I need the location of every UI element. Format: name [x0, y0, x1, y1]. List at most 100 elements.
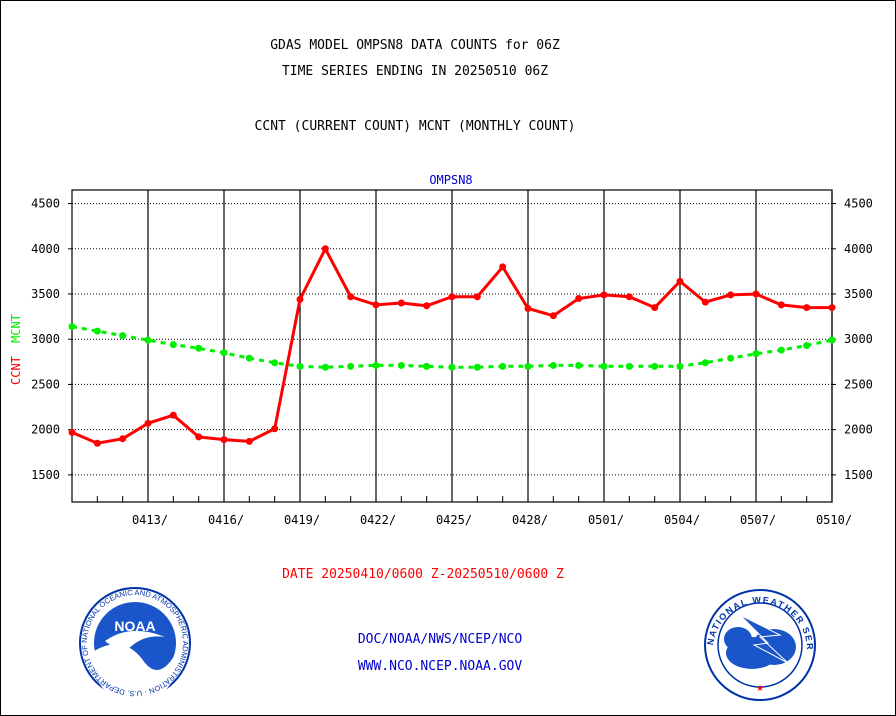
plot-area — [71, 189, 833, 503]
data-point-mcnt — [423, 362, 431, 370]
y-tick-label-right: 2500 — [844, 377, 873, 391]
star-icon: ★ — [756, 683, 764, 693]
y-tick-label-left: 2500 — [31, 377, 60, 391]
data-point-ccnt — [144, 419, 152, 427]
y-tick-label-right: 3500 — [844, 287, 873, 301]
data-point-mcnt — [93, 327, 101, 335]
chart-subtitle: CCNT (CURRENT COUNT) MCNT (MONTHLY COUNT… — [254, 119, 576, 134]
data-point-ccnt — [676, 277, 684, 285]
data-point-ccnt — [119, 435, 127, 443]
data-point-mcnt — [803, 342, 811, 350]
x-tick-label: 0504/ — [664, 513, 700, 527]
x-tick-label: 0425/ — [436, 513, 472, 527]
data-point-ccnt — [397, 299, 405, 307]
data-point-mcnt — [372, 361, 380, 369]
data-point-mcnt — [727, 354, 735, 362]
y-tick-label-right: 1500 — [844, 468, 873, 482]
data-point-ccnt — [271, 425, 279, 433]
y-tick-label-right: 3000 — [844, 332, 873, 346]
y-tick-label-right: 4000 — [844, 242, 873, 256]
data-point-mcnt — [296, 362, 304, 370]
footer-org-line: DOC/NOAA/NWS/NCEP/NCO — [357, 632, 523, 647]
y-axis-label-ccnt: CCNT — [9, 356, 23, 385]
data-point-mcnt — [777, 346, 785, 354]
data-point-mcnt — [524, 362, 532, 370]
data-point-ccnt — [777, 301, 785, 309]
data-point-ccnt — [651, 304, 659, 312]
y-tick-label-left: 2000 — [31, 423, 60, 437]
data-point-ccnt — [828, 304, 836, 312]
data-point-ccnt — [600, 291, 608, 299]
data-point-mcnt — [68, 323, 76, 331]
data-point-mcnt — [600, 362, 608, 370]
data-point-ccnt — [220, 436, 228, 444]
footer-url-line: WWW.NCO.NCEP.NOAA.GOV — [357, 659, 523, 674]
data-point-mcnt — [701, 359, 709, 367]
y-axis-label-mcnt: MCNT — [9, 314, 23, 343]
x-tick-label: 0416/ — [208, 513, 244, 527]
noaa-logo: NOAA NATIONAL OCEANIC AND ATMOSPHERIC AD… — [79, 587, 191, 704]
data-point-mcnt — [220, 349, 228, 357]
axes — [68, 189, 836, 503]
data-point-ccnt — [195, 433, 203, 441]
data-point-mcnt — [473, 363, 481, 371]
data-point-mcnt — [119, 332, 127, 340]
data-point-mcnt — [549, 361, 557, 369]
plot-title: OMPSN8 — [429, 173, 472, 187]
data-point-ccnt — [499, 263, 507, 271]
data-point-mcnt — [625, 362, 633, 370]
data-point-mcnt — [321, 363, 329, 371]
chart-title-line1: GDAS MODEL OMPSN8 DATA COUNTS for 06Z — [270, 38, 560, 53]
x-tick-label: 0507/ — [740, 513, 776, 527]
x-tick-label: 0501/ — [588, 513, 624, 527]
y-tick-label-right: 2000 — [844, 423, 873, 437]
data-point-mcnt — [397, 361, 405, 369]
y-tick-label-left: 3500 — [31, 287, 60, 301]
x-axis-label: DATE 20250410/0600 Z-20250510/0600 Z — [282, 567, 564, 582]
x-tick-label: 0428/ — [512, 513, 548, 527]
data-point-ccnt — [803, 304, 811, 312]
y-tick-label-left: 4500 — [31, 197, 60, 211]
data-point-ccnt — [169, 411, 177, 419]
y-tick-label-left: 3000 — [31, 332, 60, 346]
data-point-mcnt — [347, 362, 355, 370]
data-point-mcnt — [752, 350, 760, 358]
y-tick-label-left: 4000 — [31, 242, 60, 256]
tick-labels: 1500 1500 2000 2000 2500 2500 3000 3000 3500 3500… — [31, 197, 873, 527]
nws-logo: ★ NATIONAL WEATHER SERVICE — [704, 589, 816, 701]
data-point-ccnt — [372, 301, 380, 309]
data-point-mcnt — [575, 361, 583, 369]
data-point-ccnt — [321, 245, 329, 253]
data-point-ccnt — [701, 298, 709, 306]
data-point-mcnt — [271, 359, 279, 367]
data-point-ccnt — [296, 295, 304, 303]
data-point-ccnt — [752, 290, 760, 298]
data-point-ccnt — [549, 312, 557, 320]
x-tick-label: 0413/ — [132, 513, 168, 527]
data-point-mcnt — [828, 336, 836, 344]
data-point-ccnt — [347, 293, 355, 301]
data-point-mcnt — [169, 341, 177, 349]
data-point-mcnt — [245, 354, 253, 362]
data-point-ccnt — [625, 293, 633, 301]
noaa-logo-text: NOAA — [114, 618, 155, 634]
data-point-ccnt — [448, 293, 456, 301]
data-point-ccnt — [727, 291, 735, 299]
x-tick-label: 0510/ — [816, 513, 852, 527]
series-layer — [68, 245, 836, 447]
data-point-mcnt — [448, 363, 456, 371]
data-point-ccnt — [93, 439, 101, 447]
data-point-mcnt — [195, 344, 203, 352]
data-point-ccnt — [68, 428, 76, 436]
x-tick-label: 0419/ — [284, 513, 320, 527]
y-tick-label-right: 4500 — [844, 197, 873, 211]
data-point-ccnt — [524, 304, 532, 312]
data-point-ccnt — [473, 293, 481, 301]
data-point-mcnt — [651, 362, 659, 370]
data-point-ccnt — [245, 437, 253, 445]
grid — [72, 190, 833, 502]
y-tick-label-left: 1500 — [31, 468, 60, 482]
x-tick-label: 0422/ — [360, 513, 396, 527]
data-point-mcnt — [144, 336, 152, 344]
